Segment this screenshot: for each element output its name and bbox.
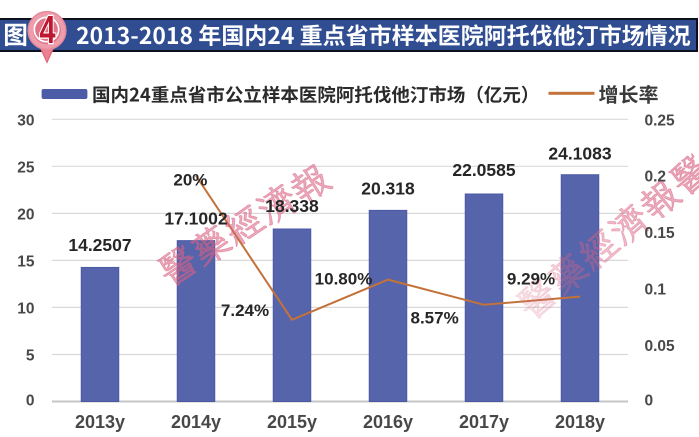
svg-text:5: 5 [26,348,35,365]
svg-text:15: 15 [17,253,35,270]
svg-text:18.338: 18.338 [265,196,319,216]
svg-text:2014y: 2014y [171,412,221,432]
svg-text:0.05: 0.05 [645,338,676,355]
svg-text:14.2507: 14.2507 [68,235,131,255]
svg-text:2015y: 2015y [267,412,317,432]
svg-text:2017y: 2017y [459,412,509,432]
svg-text:2013y: 2013y [75,412,125,432]
svg-text:20.318: 20.318 [361,179,415,199]
svg-text:2018y: 2018y [555,412,605,432]
svg-text:9.29%: 9.29% [507,269,555,288]
svg-text:17.1002: 17.1002 [164,209,228,229]
svg-text:10: 10 [17,300,34,317]
svg-text:24.1083: 24.1083 [548,144,612,164]
svg-text:10.80%: 10.80% [315,269,373,288]
svg-text:7.24%: 7.24% [221,301,269,320]
svg-text:20%: 20% [173,171,207,190]
svg-text:2016y: 2016y [363,412,413,432]
svg-text:20: 20 [17,206,34,223]
svg-text:0: 0 [645,393,654,410]
svg-text:4: 4 [39,9,55,52]
svg-text:22.0585: 22.0585 [452,160,516,180]
svg-text:0.25: 0.25 [645,112,676,129]
svg-text:8.57%: 8.57% [410,309,458,328]
svg-text:0.15: 0.15 [645,225,676,242]
svg-text:0: 0 [26,393,35,410]
svg-text:0.2: 0.2 [645,169,667,186]
svg-text:25: 25 [17,159,35,176]
svg-text:30: 30 [17,112,34,129]
svg-text:0.1: 0.1 [645,282,667,299]
